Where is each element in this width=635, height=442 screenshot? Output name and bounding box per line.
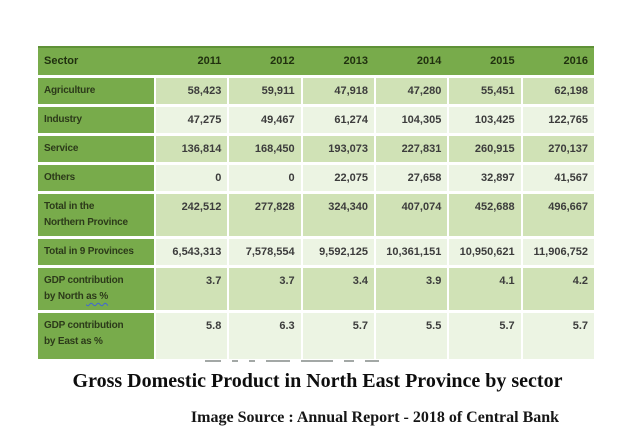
value-cell: 41,567 (522, 165, 594, 191)
value-cell: 452,688 (449, 194, 521, 236)
table-header-row: Sector 2011 2012 2013 2014 2015 2016 (38, 46, 594, 75)
value-cell: 168,450 (229, 136, 301, 162)
value-cell: 62,198 (522, 78, 594, 104)
value-cell: 242,512 (156, 194, 228, 236)
value-cell: 5.7 (302, 313, 374, 359)
value-cell: 260,915 (449, 136, 521, 162)
table-row: Service 136,814 168,450 193,073 227,831 260,9… (38, 136, 594, 162)
gdp-table: Sector 2011 2012 2013 2014 2015 2016 Agricult… (38, 46, 594, 359)
value-cell: 227,831 (376, 136, 448, 162)
row-label-text: GDP contribution (44, 275, 124, 286)
artifact-dash (266, 360, 290, 362)
value-cell: 58,423 (156, 78, 228, 104)
row-label: Others (38, 165, 154, 191)
value-cell: 0 (229, 165, 301, 191)
value-cell: 32,897 (449, 165, 521, 191)
value-cell: 47,280 (376, 78, 448, 104)
value-cell: 5.7 (449, 313, 521, 359)
value-cell: 47,275 (156, 107, 228, 133)
value-cell: 496,667 (522, 194, 594, 236)
value-cell: 136,814 (156, 136, 228, 162)
header-year: 2015 (490, 55, 515, 67)
header-year: 2011 (197, 55, 222, 67)
value-cell: 10,950,621 (449, 239, 521, 265)
value-cell: 4.2 (522, 268, 594, 310)
value-cell: 324,340 (302, 194, 374, 236)
value-cell: 9,592,125 (302, 239, 374, 265)
artifact-dash (249, 360, 255, 362)
table-row: Industry 47,275 49,467 61,274 104,305 103,425… (38, 107, 594, 133)
table-body: Agriculture 58,423 59,911 47,918 47,280 55,45… (38, 78, 594, 359)
image-source: Image Source : Annual Report - 2018 of C… (190, 409, 560, 426)
header-year: 2012 (270, 55, 295, 67)
value-cell: 59,911 (229, 78, 301, 104)
value-cell: 6,543,313 (156, 239, 228, 265)
header-year: 2016 (563, 55, 588, 67)
value-cell: 3.4 (302, 268, 374, 310)
value-cell: 193,073 (302, 136, 374, 162)
artifact-dash (205, 360, 221, 362)
value-cell: 270,137 (522, 136, 594, 162)
header-year: 2014 (416, 55, 442, 67)
table-caption: Gross Domestic Product in North East Pro… (72, 370, 563, 392)
value-cell: 277,828 (229, 194, 301, 236)
cropped-text-artifact (205, 360, 379, 362)
value-cell: 5.5 (376, 313, 448, 359)
table-row: GDP contribution by East as % 5.8 6.3 5.7 5.… (38, 313, 594, 359)
table-row: Total in 9 Provinces 6,543,313 7,578,554 9,… (38, 239, 594, 265)
artifact-dash (301, 360, 333, 362)
value-cell: 0 (156, 165, 228, 191)
row-label: GDP contribution by East as % (38, 313, 154, 359)
row-label: Total in 9 Provinces (38, 239, 154, 265)
artifact-dash (365, 360, 379, 362)
row-label-text: by North (44, 291, 87, 302)
value-cell: 10,361,151 (376, 239, 448, 265)
row-label: GDP contribution by North as % (38, 268, 154, 310)
header-year: 2013 (343, 55, 368, 67)
value-cell: 27,658 (376, 165, 448, 191)
value-cell: 407,074 (376, 194, 448, 236)
value-cell: 122,765 (522, 107, 594, 133)
row-label: Total in the Northern Province (38, 194, 154, 236)
table-row: GDP contribution by North as % 3.7 3.7 3.4 3.… (38, 268, 594, 310)
value-cell: 11,906,752 (522, 239, 594, 265)
row-label: Industry (38, 107, 154, 133)
header-sector: Sector (44, 55, 79, 67)
artifact-dash (344, 360, 354, 362)
value-cell: 7,578,554 (229, 239, 301, 265)
value-cell: 104,305 (376, 107, 448, 133)
table-row: Others 0 0 22,075 27,658 32,897 41,567 (38, 165, 594, 191)
value-cell: 3.9 (376, 268, 448, 310)
value-cell: 49,467 (229, 107, 301, 133)
value-cell: 5.8 (156, 313, 228, 359)
artifact-dash (232, 360, 238, 362)
table-row: Total in the Northern Province 242,512 277… (38, 194, 594, 236)
row-label: Service (38, 136, 154, 162)
value-cell: 3.7 (156, 268, 228, 310)
value-cell: 103,425 (449, 107, 521, 133)
value-cell: 4.1 (449, 268, 521, 310)
value-cell: 3.7 (229, 268, 301, 310)
value-cell: 5.7 (522, 313, 594, 359)
row-label-text: as % (86, 291, 109, 302)
row-label: Agriculture (38, 78, 154, 104)
value-cell: 22,075 (302, 165, 374, 191)
value-cell: 55,451 (449, 78, 521, 104)
table-row: Agriculture 58,423 59,911 47,918 47,280 55,45… (38, 78, 594, 104)
value-cell: 6.3 (229, 313, 301, 359)
value-cell: 47,918 (302, 78, 374, 104)
value-cell: 61,274 (302, 107, 374, 133)
